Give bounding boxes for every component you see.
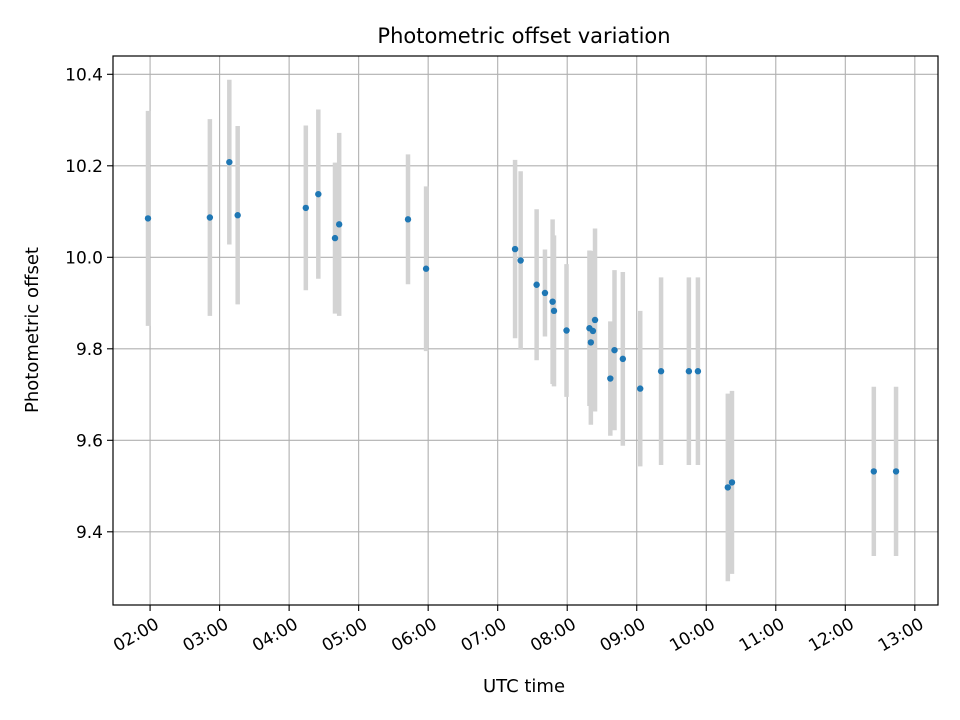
x-axis-ticks: 02:00 03:00 04:00 05:00 06:00 07:00 08:00 09:00…: [110, 605, 927, 656]
data-point: [144, 215, 152, 222]
data-point: [637, 385, 644, 392]
data-point: [611, 346, 618, 354]
data-point: [657, 368, 665, 375]
data-point: [589, 327, 597, 335]
y-tick-label: 10.2: [65, 157, 103, 177]
x-tick-label: 10:00: [666, 614, 718, 656]
error-bars: [145, 79, 899, 582]
data-point: [404, 216, 412, 223]
data-point: [533, 281, 540, 288]
data-point: [685, 368, 693, 375]
data-point: [234, 212, 241, 219]
x-tick-label: 13:00: [875, 614, 927, 656]
chart-title: Photometric offset variation: [377, 24, 670, 48]
x-tick-label: 03:00: [180, 614, 232, 656]
y-axis-label: Photometric offset: [22, 247, 43, 413]
x-tick-label: 09:00: [597, 614, 649, 656]
data-point: [619, 355, 627, 363]
x-tick-label: 05:00: [319, 614, 371, 656]
data-points: [144, 158, 900, 491]
x-tick-label: 08:00: [527, 614, 579, 656]
x-axis-label: UTC time: [483, 676, 565, 697]
data-point: [302, 204, 310, 212]
data-point: [206, 214, 214, 221]
data-point: [563, 327, 570, 334]
y-tick-label: 9.8: [76, 340, 103, 360]
x-tick-label: 04:00: [249, 614, 301, 656]
data-point: [892, 468, 900, 475]
grid: [113, 56, 938, 605]
data-point: [315, 190, 322, 198]
data-point: [870, 468, 878, 475]
data-point: [331, 234, 339, 242]
data-point: [607, 375, 614, 382]
data-point: [728, 479, 736, 486]
data-point: [591, 316, 599, 324]
data-point: [422, 265, 430, 272]
y-axis-ticks: 9.4 9.6 9.8 10.0 10.2 10.4: [65, 65, 113, 543]
x-tick-label: 07:00: [458, 614, 510, 656]
x-tick-label: 02:00: [110, 614, 162, 656]
y-tick-label: 10.0: [65, 248, 103, 268]
x-tick-label: 06:00: [388, 614, 440, 656]
data-point: [541, 289, 549, 297]
data-point: [550, 307, 558, 315]
data-point: [724, 484, 732, 491]
data-point: [694, 368, 702, 375]
data-point: [549, 298, 556, 305]
plot-area-frame: [112, 55, 939, 606]
data-point: [226, 158, 233, 166]
x-tick-label: 11:00: [736, 614, 788, 656]
data-point: [335, 221, 343, 228]
x-tick-label: 12:00: [805, 614, 857, 656]
data-point: [517, 257, 524, 264]
y-tick-label: 9.6: [76, 431, 103, 451]
data-point: [511, 245, 519, 253]
data-point: [587, 339, 595, 346]
y-tick-label: 9.4: [76, 523, 103, 543]
y-tick-label: 10.4: [65, 65, 103, 85]
